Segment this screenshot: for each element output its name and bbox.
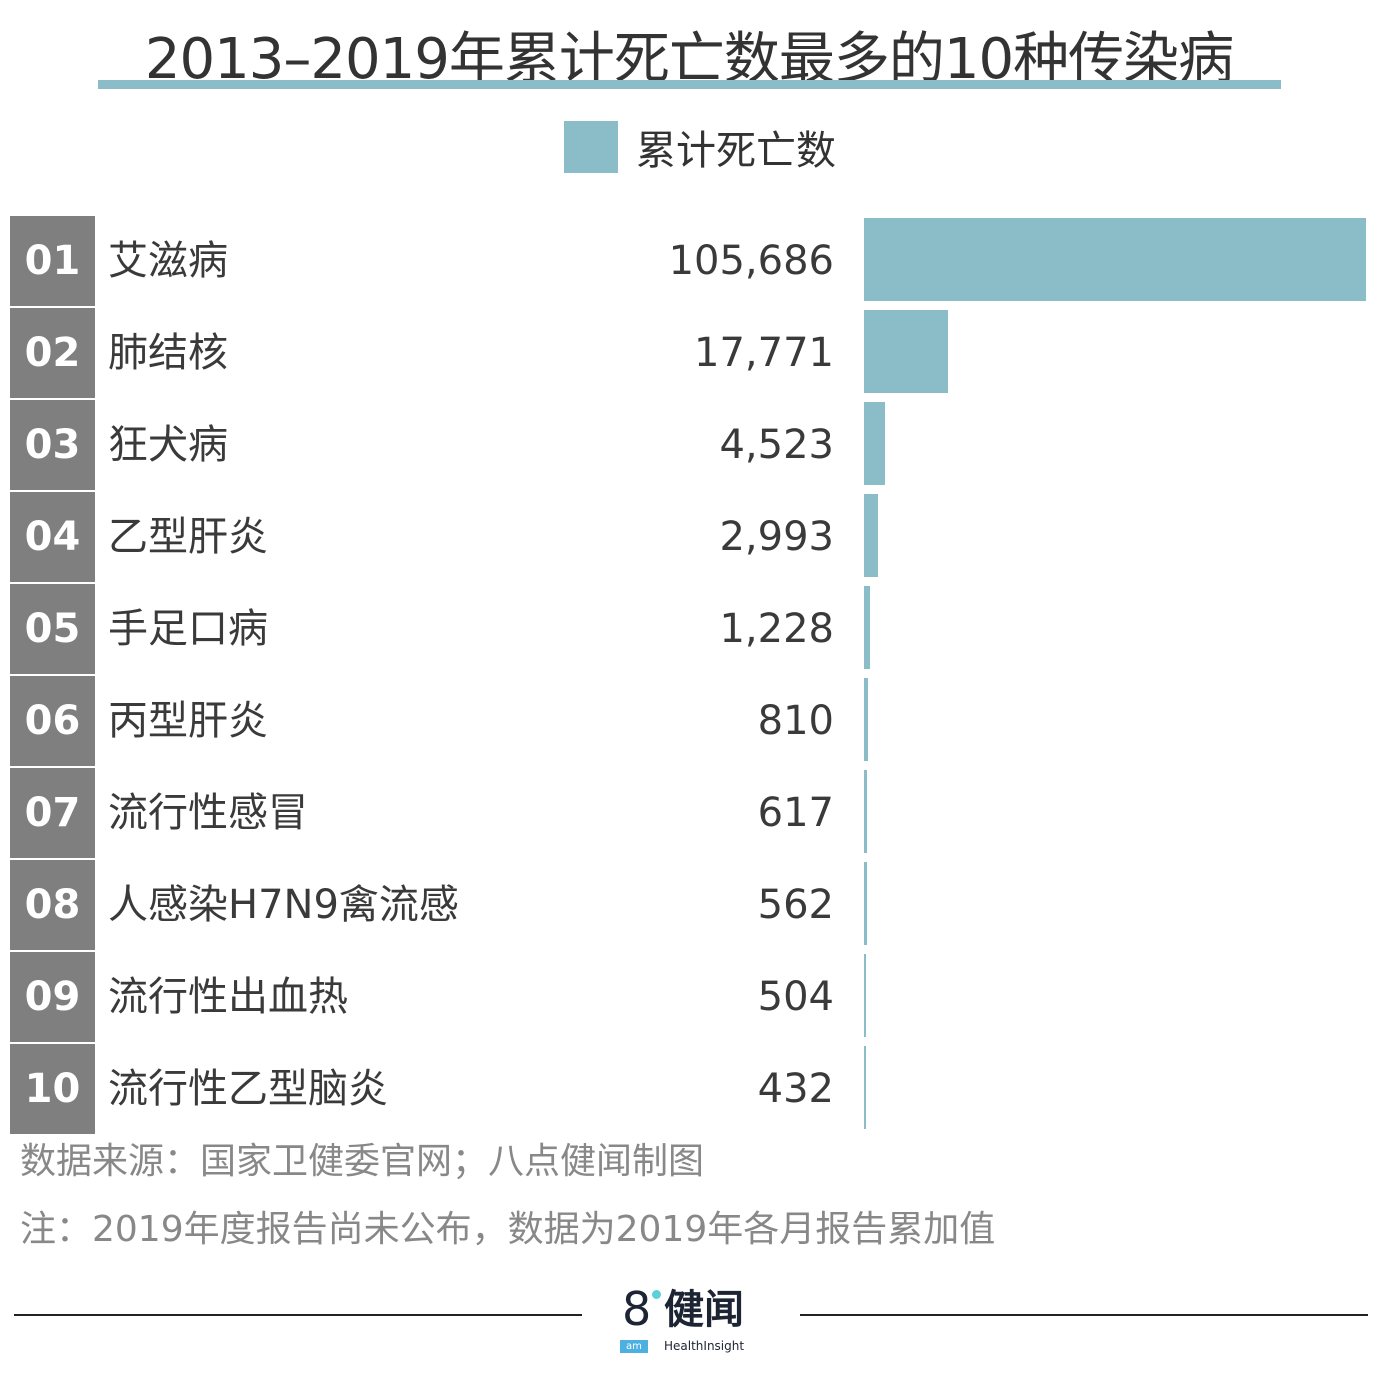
bar-row: 10 流行性乙型脑炎 432 xyxy=(10,1044,1370,1134)
logo-wordmark: 健闻 xyxy=(664,1287,744,1333)
bar xyxy=(864,770,867,853)
legend-label: 累计死亡数 xyxy=(636,128,836,174)
rank-badge: 06 xyxy=(10,676,95,766)
value-label: 810 xyxy=(757,698,834,744)
legend: 累计死亡数 xyxy=(564,118,836,176)
bar-row: 09 流行性出血热 504 xyxy=(10,952,1370,1042)
logo-am-badge: am xyxy=(620,1340,648,1353)
value-label: 504 xyxy=(757,974,834,1020)
value-label: 4,523 xyxy=(719,422,834,468)
bar-row: 05 手足口病 1,228 xyxy=(10,584,1370,674)
bar xyxy=(864,1046,867,1129)
rank-badge: 07 xyxy=(10,768,95,858)
category-label: 流行性乙型脑炎 xyxy=(108,1066,388,1112)
bar-row: 03 狂犬病 4,523 xyxy=(10,400,1370,490)
category-label: 乙型肝炎 xyxy=(108,514,268,560)
value-label: 617 xyxy=(757,790,834,836)
bar xyxy=(864,494,879,577)
bar xyxy=(864,678,868,761)
bar xyxy=(864,310,949,393)
rank-badge: 01 xyxy=(10,216,95,306)
value-label: 432 xyxy=(757,1066,834,1112)
divider-right xyxy=(800,1314,1368,1316)
divider-left xyxy=(14,1314,582,1316)
bar-row: 02 肺结核 17,771 xyxy=(10,308,1370,398)
value-label: 1,228 xyxy=(719,606,834,652)
bar-row: 07 流行性感冒 617 xyxy=(10,768,1370,858)
title-underline xyxy=(98,80,1281,89)
logo-brand: HealthInsight xyxy=(664,1339,745,1353)
rank-badge: 08 xyxy=(10,860,95,950)
value-label: 17,771 xyxy=(694,330,834,376)
rank-badge: 03 xyxy=(10,400,95,490)
rank-badge: 05 xyxy=(10,584,95,674)
bar-row: 08 人感染H7N9禽流感 562 xyxy=(10,860,1370,950)
bar xyxy=(864,218,1366,301)
bar xyxy=(864,402,886,485)
bar xyxy=(864,586,870,669)
footnote: 注：2019年度报告尚未公布，数据为2019年各月报告累加值 xyxy=(20,1209,996,1250)
rank-badge: 02 xyxy=(10,308,95,398)
category-label: 流行性感冒 xyxy=(108,790,308,836)
logo-dot-icon xyxy=(652,1290,661,1299)
legend-swatch xyxy=(564,121,618,173)
source-note: 数据来源：国家卫健委官网；八点健闻制图 xyxy=(20,1141,705,1182)
bar xyxy=(864,862,867,945)
value-label: 562 xyxy=(757,882,834,928)
category-label: 人感染H7N9禽流感 xyxy=(108,882,459,928)
category-label: 肺结核 xyxy=(108,330,228,376)
rank-badge: 10 xyxy=(10,1044,95,1134)
rank-badge: 09 xyxy=(10,952,95,1042)
bar-row: 04 乙型肝炎 2,993 xyxy=(10,492,1370,582)
logo-mark: 8 xyxy=(622,1282,652,1336)
bar-row: 06 丙型肝炎 810 xyxy=(10,676,1370,766)
category-label: 狂犬病 xyxy=(108,422,228,468)
category-label: 手足口病 xyxy=(108,606,268,652)
bar-row: 01 艾滋病 105,686 xyxy=(10,216,1370,306)
value-label: 105,686 xyxy=(668,238,834,284)
value-label: 2,993 xyxy=(719,514,834,560)
category-label: 流行性出血热 xyxy=(108,974,348,1020)
category-label: 艾滋病 xyxy=(108,238,228,284)
category-label: 丙型肝炎 xyxy=(108,698,268,744)
bar xyxy=(864,954,867,1037)
rank-badge: 04 xyxy=(10,492,95,582)
